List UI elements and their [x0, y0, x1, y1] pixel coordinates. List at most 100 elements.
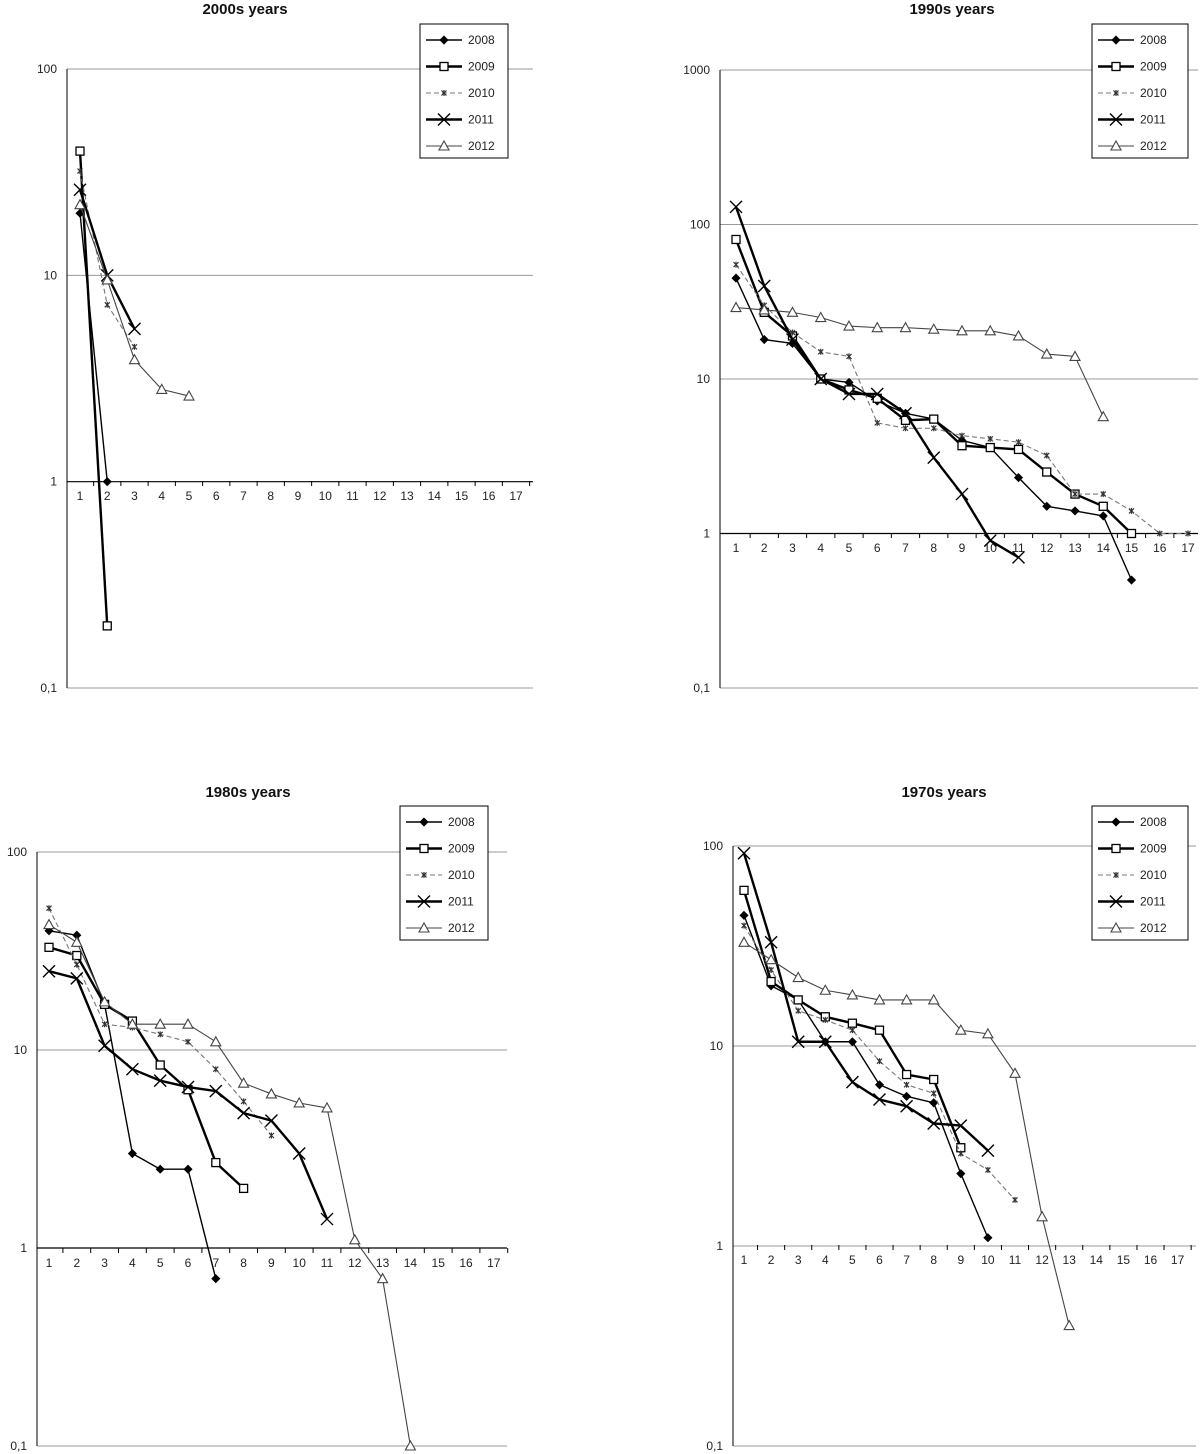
data-point-2008	[102, 477, 112, 487]
data-point-2012	[43, 918, 55, 930]
data-point-2012	[843, 319, 855, 331]
legend-marker-2012	[1110, 921, 1122, 933]
x-tick-label: 7	[902, 541, 909, 555]
x-tick-label: 4	[817, 541, 824, 555]
x-tick-label: 16	[1144, 1253, 1158, 1267]
data-point-2012	[899, 321, 912, 333]
data-point-2010	[768, 966, 775, 973]
data-point-2012	[927, 993, 940, 1005]
x-tick-label: 9	[268, 1256, 275, 1270]
x-tick-label: 2	[73, 1256, 80, 1270]
legend-label-2008: 2008	[468, 33, 495, 47]
data-point-2010	[930, 425, 937, 432]
data-point-2011	[128, 322, 141, 336]
y-tick-label: 1	[50, 475, 57, 489]
data-point-2009	[731, 234, 741, 245]
y-tick-label: 10	[44, 268, 58, 282]
data-point-2009	[75, 146, 85, 156]
data-point-2011	[983, 534, 997, 548]
data-point-2012	[846, 988, 859, 1000]
x-tick-label: 7	[903, 1253, 910, 1267]
data-point-2010	[157, 1031, 164, 1038]
data-point-2011	[845, 1075, 859, 1089]
data-point-2008	[847, 1037, 857, 1047]
data-point-2011	[757, 279, 771, 293]
data-point-2012	[101, 273, 114, 285]
x-tick-label: 13	[400, 489, 414, 503]
data-point-2012	[74, 198, 86, 210]
y-tick-label: 10	[697, 372, 711, 386]
data-point-2012	[871, 321, 884, 333]
legend-label-2008: 2008	[1140, 33, 1167, 47]
data-point-2008	[739, 910, 749, 920]
data-point-2012	[738, 936, 750, 947]
data-point-2010	[1043, 452, 1050, 459]
legend-box	[1091, 23, 1189, 159]
data-point-2012	[730, 301, 742, 313]
data-point-2011	[98, 1039, 112, 1053]
data-point-2012	[376, 1272, 389, 1284]
legend-label-2009: 2009	[1140, 60, 1167, 74]
data-point-2009	[238, 1183, 249, 1194]
series-line-2011	[742, 852, 989, 1152]
y-tick-label: 0,1	[40, 681, 57, 695]
x-tick-label: 7	[240, 489, 247, 503]
y-tick-label: 1	[716, 1239, 723, 1253]
data-point-2009	[44, 942, 54, 952]
data-point-2012	[927, 323, 940, 334]
y-tick-label: 1	[20, 1241, 27, 1255]
data-point-2009	[929, 414, 939, 424]
data-point-2010	[1128, 507, 1135, 514]
legend-label-2011: 2011	[468, 113, 494, 127]
data-point-2010	[741, 922, 747, 929]
data-point-2012	[792, 971, 805, 983]
legend-box	[399, 805, 489, 941]
legend-label-2008: 2008	[1140, 815, 1167, 829]
data-point-2012	[758, 303, 771, 315]
data-point-2008	[983, 1233, 993, 1243]
series-2008	[75, 208, 112, 487]
x-tick-label: 1	[46, 1256, 53, 1270]
y-tick-label: 100	[703, 839, 723, 853]
y-tick-label: 0,1	[10, 1439, 27, 1453]
series-2012	[730, 301, 1110, 422]
data-point-2012	[154, 1018, 167, 1029]
data-point-2012	[1097, 410, 1110, 422]
x-tick-label: 5	[846, 541, 853, 555]
data-point-2010	[984, 1166, 991, 1173]
x-tick-label: 4	[158, 489, 165, 503]
legend-marker-2011	[437, 113, 451, 126]
x-tick-label: 3	[131, 489, 138, 503]
data-point-2011	[870, 387, 884, 401]
y-tick-label: 0,1	[693, 681, 710, 695]
legend-label-2010: 2010	[468, 86, 495, 100]
data-point-2012	[293, 1096, 306, 1108]
x-tick-label: 12	[373, 489, 387, 503]
data-point-2010	[959, 432, 965, 439]
data-point-2009	[739, 885, 749, 896]
data-point-2010	[77, 168, 83, 175]
data-point-2008	[902, 1091, 912, 1101]
chart-title: 1980s years	[205, 784, 290, 801]
x-tick-label: 15	[1125, 541, 1139, 555]
data-point-2012	[126, 1018, 139, 1029]
series-line-2009	[48, 946, 245, 1190]
legend-label-2012: 2012	[1140, 139, 1167, 153]
data-point-2009	[1042, 467, 1052, 477]
data-point-2012	[814, 311, 827, 323]
data-point-2011	[181, 1080, 195, 1094]
data-point-2008	[731, 273, 741, 283]
data-point-2010	[1072, 491, 1078, 498]
data-point-2010	[104, 301, 111, 308]
x-tick-label: 1	[733, 541, 740, 555]
data-point-2012	[128, 353, 141, 365]
legend: 2008 2009 2010 2011 2012	[399, 805, 489, 941]
series-line-2011	[734, 206, 1020, 559]
series-2012	[738, 936, 1076, 1331]
x-tick-label: 16	[482, 489, 496, 503]
data-point-2011	[927, 451, 941, 465]
data-point-2010	[73, 961, 80, 968]
series-line-2011	[48, 970, 329, 1220]
data-point-2010	[212, 1066, 219, 1073]
